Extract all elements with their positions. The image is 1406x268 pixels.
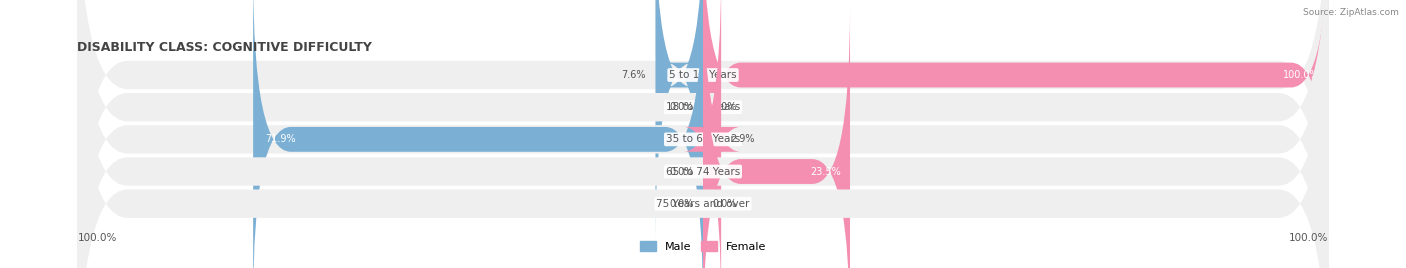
- Text: 100.0%: 100.0%: [1289, 233, 1329, 243]
- Text: Source: ZipAtlas.com: Source: ZipAtlas.com: [1303, 8, 1399, 17]
- Text: 7.6%: 7.6%: [621, 70, 647, 80]
- Text: DISABILITY CLASS: COGNITIVE DIFFICULTY: DISABILITY CLASS: COGNITIVE DIFFICULTY: [77, 40, 373, 54]
- FancyBboxPatch shape: [77, 0, 1329, 268]
- Text: 0.0%: 0.0%: [713, 199, 737, 209]
- Text: 0.0%: 0.0%: [713, 102, 737, 112]
- FancyBboxPatch shape: [253, 0, 703, 268]
- FancyBboxPatch shape: [77, 0, 1329, 268]
- Text: 100.0%: 100.0%: [77, 233, 117, 243]
- Text: 0.0%: 0.0%: [669, 166, 693, 177]
- Legend: Male, Female: Male, Female: [636, 236, 770, 256]
- FancyBboxPatch shape: [77, 0, 1329, 268]
- FancyBboxPatch shape: [683, 0, 741, 268]
- Text: 18 to 34 Years: 18 to 34 Years: [666, 102, 740, 112]
- Text: 100.0%: 100.0%: [1282, 70, 1319, 80]
- Text: 71.9%: 71.9%: [266, 134, 297, 144]
- Text: 5 to 17 Years: 5 to 17 Years: [669, 70, 737, 80]
- FancyBboxPatch shape: [655, 0, 703, 240]
- Text: 0.0%: 0.0%: [669, 102, 693, 112]
- Text: 0.0%: 0.0%: [669, 199, 693, 209]
- Text: 2.9%: 2.9%: [731, 134, 755, 144]
- Text: 65 to 74 Years: 65 to 74 Years: [666, 166, 740, 177]
- FancyBboxPatch shape: [703, 0, 1329, 240]
- Text: 75 Years and over: 75 Years and over: [657, 199, 749, 209]
- Text: 23.5%: 23.5%: [810, 166, 841, 177]
- Text: 35 to 64 Years: 35 to 64 Years: [666, 134, 740, 144]
- FancyBboxPatch shape: [77, 0, 1329, 268]
- FancyBboxPatch shape: [703, 6, 851, 268]
- FancyBboxPatch shape: [77, 0, 1329, 268]
